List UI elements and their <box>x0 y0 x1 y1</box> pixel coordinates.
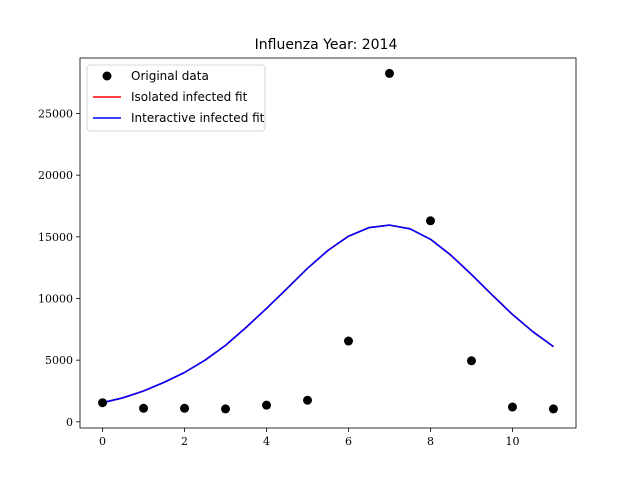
data-point <box>548 404 558 414</box>
x-axis-ticks: 0 2 4 6 8 10 <box>99 428 519 448</box>
data-point <box>384 68 394 78</box>
legend-label-interactive-fit: Interactive infected fit <box>131 111 265 125</box>
x-tick-label: 0 <box>99 435 106 448</box>
data-point <box>303 395 313 405</box>
y-tick-label: 0 <box>66 416 73 429</box>
data-point <box>262 400 272 410</box>
x-tick-label: 4 <box>263 435 270 448</box>
x-tick-label: 6 <box>345 435 352 448</box>
data-point <box>425 216 435 226</box>
x-tick-label: 2 <box>181 435 188 448</box>
data-point <box>343 336 353 346</box>
plot-area <box>98 68 558 414</box>
y-tick-label: 5000 <box>45 354 73 367</box>
data-point <box>139 403 149 413</box>
legend-box <box>86 64 266 132</box>
fit-lines <box>102 224 554 404</box>
legend: Original data Isolated infected fit Inte… <box>86 64 266 132</box>
y-tick-label: 10000 <box>38 293 73 306</box>
legend-label-isolated-fit: Isolated infected fit <box>131 90 248 104</box>
data-point <box>98 398 108 408</box>
data-points <box>98 68 558 414</box>
y-tick-label: 20000 <box>38 169 73 182</box>
legend-marker-original-data <box>102 71 112 81</box>
y-axis-ticks: 0 5000 10000 15000 20000 25000 <box>38 108 80 429</box>
data-point <box>507 402 517 412</box>
data-point <box>466 356 476 366</box>
axes-frame <box>79 57 577 429</box>
data-point <box>180 403 190 413</box>
legend-label-original-data: Original data <box>131 69 209 83</box>
y-tick-label: 15000 <box>38 231 73 244</box>
y-tick-label: 25000 <box>38 108 73 121</box>
data-point <box>221 404 231 414</box>
x-tick-label: 8 <box>427 435 434 448</box>
interactive-infected-fit-line <box>102 224 554 404</box>
x-tick-label: 10 <box>505 435 519 448</box>
chart-title: Influenza Year: 2014 <box>255 37 398 53</box>
